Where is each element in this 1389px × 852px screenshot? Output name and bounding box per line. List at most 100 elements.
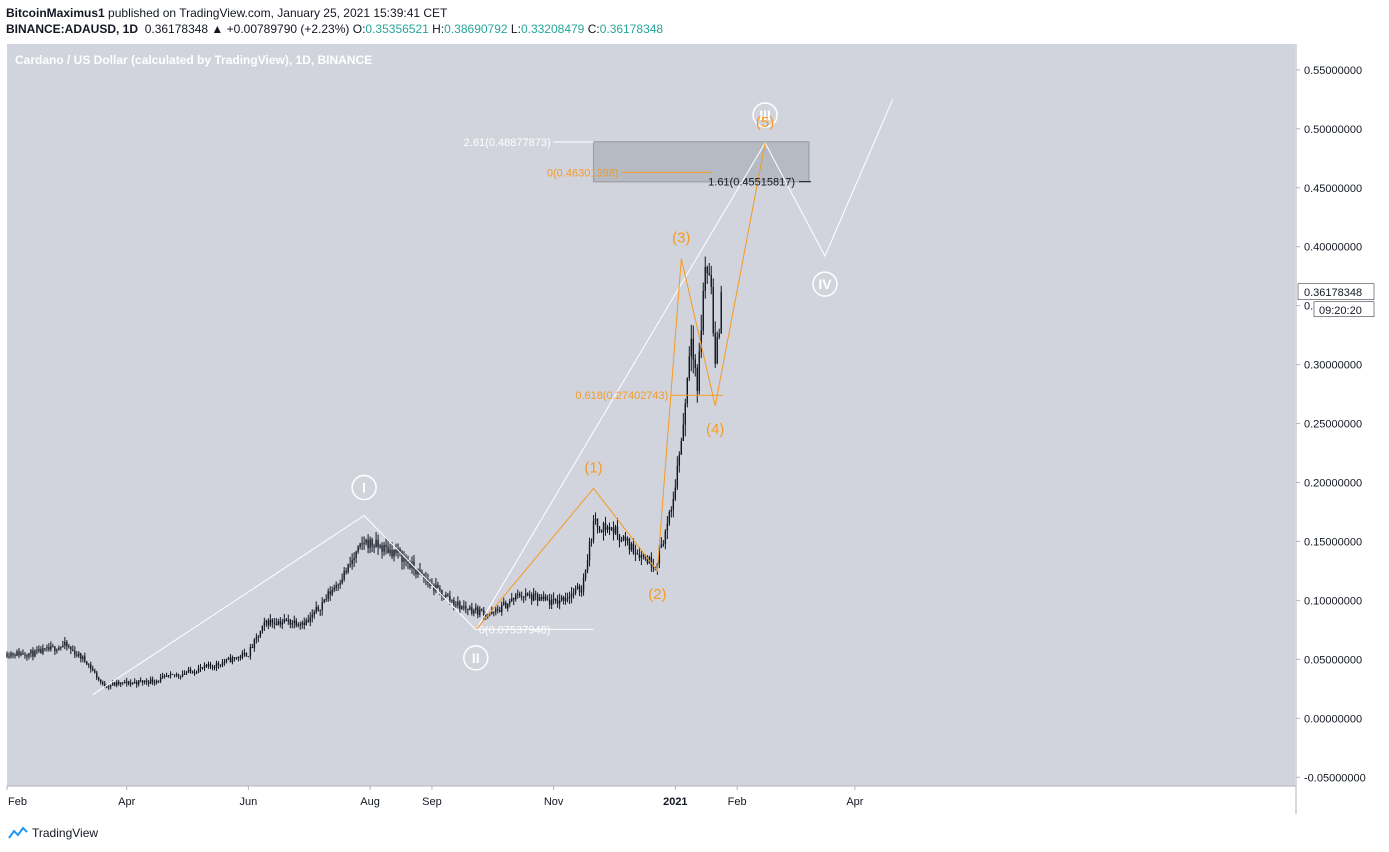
y-tick-label: 0.05000000 xyxy=(1304,654,1362,666)
candle-body xyxy=(455,604,457,606)
candle-body xyxy=(345,570,347,573)
candle-body xyxy=(509,600,511,604)
candle-body xyxy=(588,541,591,561)
candle-body xyxy=(634,552,637,554)
candle-body xyxy=(407,561,409,564)
candle-body xyxy=(620,539,623,542)
candle-body xyxy=(217,663,220,665)
candle-body xyxy=(684,403,686,425)
y-tick-label: 0.55000000 xyxy=(1304,65,1362,77)
candle-body xyxy=(437,584,439,589)
candle-body xyxy=(600,530,603,533)
candle-body xyxy=(560,597,563,601)
candle-body xyxy=(297,624,299,626)
candle-body xyxy=(106,686,108,688)
candle-body xyxy=(457,601,459,606)
candle-body xyxy=(337,584,339,586)
candle-body xyxy=(90,664,92,669)
candle-body xyxy=(18,651,20,656)
candle-body xyxy=(682,424,685,441)
candle-body xyxy=(287,619,289,622)
candle-body xyxy=(477,607,479,615)
candle-body xyxy=(361,543,363,545)
candle-body xyxy=(88,664,90,666)
orange-wave-line[interactable] xyxy=(475,142,766,631)
countdown-tag xyxy=(1313,301,1375,318)
time-axis[interactable] xyxy=(7,786,1295,814)
candle-body xyxy=(42,648,44,654)
candle-body xyxy=(110,685,112,687)
candle-body xyxy=(570,593,573,597)
candle-body xyxy=(351,560,353,565)
candle-body xyxy=(233,657,236,659)
candle-body xyxy=(265,620,268,623)
candle-body xyxy=(281,622,284,625)
candle-body xyxy=(118,681,120,685)
orange-wave-label: (3) xyxy=(672,229,690,246)
x-tick-label: Feb xyxy=(728,796,747,808)
tradingview-logo[interactable]: TradingView xyxy=(8,826,98,840)
y-tick-label: 0.45000000 xyxy=(1304,183,1362,195)
candle-body xyxy=(229,657,232,663)
candle-body xyxy=(173,674,176,676)
high-label: H: xyxy=(432,22,445,36)
close-label: C: xyxy=(587,22,600,36)
candle-body xyxy=(403,557,405,562)
candle-body xyxy=(126,681,128,684)
candle-body xyxy=(536,594,539,601)
candle-body xyxy=(696,367,698,391)
candle-body xyxy=(179,675,182,677)
price-axis[interactable] xyxy=(1296,44,1389,814)
candle-body xyxy=(471,607,473,614)
candle-body xyxy=(526,593,529,596)
candle-body xyxy=(219,664,222,666)
candle-body xyxy=(461,606,463,610)
y-tick-label: -0.05000000 xyxy=(1304,772,1366,784)
candle-body xyxy=(658,547,661,564)
candle-body xyxy=(102,682,104,684)
candle-body xyxy=(131,682,134,684)
candle-body xyxy=(542,596,545,600)
candle-body xyxy=(493,611,495,613)
candle-body xyxy=(189,669,192,672)
candle-body xyxy=(64,641,66,646)
author-name[interactable]: BitcoinMaximus1 xyxy=(6,6,105,20)
tradingview-icon xyxy=(8,826,28,839)
candle-body xyxy=(371,539,373,547)
y-tick-label: 0.40000000 xyxy=(1304,242,1362,254)
candle-body xyxy=(52,646,54,648)
candle-body xyxy=(435,584,437,592)
candle-body xyxy=(353,557,355,561)
candle-body xyxy=(708,273,710,275)
candle-body xyxy=(34,650,36,657)
candle-body xyxy=(247,656,250,658)
candle-body xyxy=(50,646,52,650)
candle-body xyxy=(155,680,158,683)
candle-body xyxy=(469,607,471,610)
candle-body xyxy=(241,653,244,658)
candle-body xyxy=(459,601,461,610)
candle-body xyxy=(670,509,673,513)
candle-body xyxy=(203,665,206,668)
price-chart[interactable]: Cardano / US Dollar (calculated by Tradi… xyxy=(0,44,1389,814)
candle-body xyxy=(22,653,24,655)
candle-body xyxy=(632,543,635,553)
white-wave-label: III xyxy=(759,107,771,123)
target-box[interactable] xyxy=(593,141,810,183)
candle-body xyxy=(10,653,12,657)
candle-body xyxy=(157,680,160,682)
candle-body xyxy=(249,647,252,657)
white-wave-line[interactable] xyxy=(92,99,894,696)
candle-body xyxy=(692,338,694,360)
candle-body xyxy=(532,593,535,601)
candle-body xyxy=(596,518,599,527)
candle-body xyxy=(550,599,553,605)
y-tick-label: 0.20000000 xyxy=(1304,478,1362,490)
candle-body xyxy=(513,598,515,600)
low-label: L: xyxy=(510,22,521,36)
candle-body xyxy=(341,579,343,584)
candle-body xyxy=(365,539,367,544)
candle-body xyxy=(401,551,403,562)
candle-body xyxy=(503,602,505,605)
candle-body xyxy=(100,679,102,683)
